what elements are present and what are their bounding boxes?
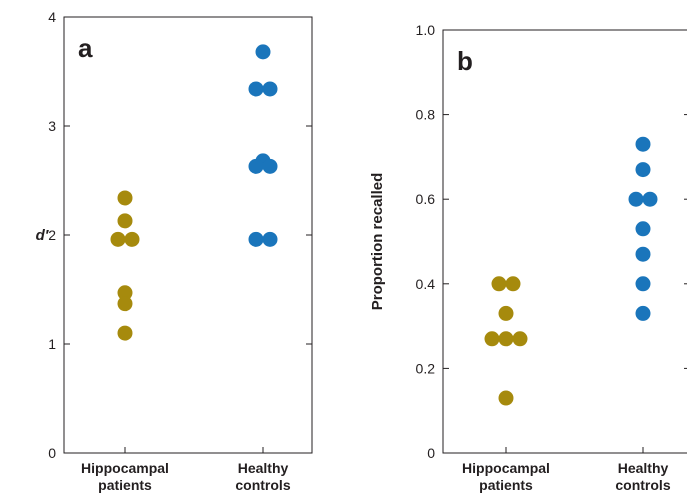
data-point: [635, 162, 651, 178]
data-point: [248, 81, 264, 97]
y-tick-label: 0.6: [416, 191, 436, 207]
data-point: [498, 305, 514, 321]
y-tick-label: 0.8: [416, 107, 436, 123]
category-label: controls: [235, 477, 290, 493]
data-point: [635, 136, 651, 152]
data-point: [117, 190, 133, 206]
data-point: [262, 231, 278, 247]
data-point: [117, 213, 133, 229]
data-point: [117, 325, 133, 341]
y-tick-label: 1.0: [416, 22, 436, 38]
data-point: [110, 231, 126, 247]
category-label: Hippocampal: [81, 460, 169, 476]
data-point: [484, 331, 500, 347]
data-point: [498, 331, 514, 347]
y-tick-label: 4: [48, 9, 56, 25]
data-point: [262, 81, 278, 97]
data-point: [117, 285, 133, 301]
y-tick-label: 0: [48, 445, 56, 461]
data-point: [255, 44, 271, 60]
category-label: patients: [479, 477, 533, 493]
data-point: [635, 221, 651, 237]
y-axis-title: d′: [36, 227, 50, 244]
data-point: [635, 305, 651, 321]
y-tick-label: 2: [48, 227, 56, 243]
y-tick-label: 0.4: [416, 276, 436, 292]
data-point: [512, 331, 528, 347]
data-point: [262, 158, 278, 174]
data-point: [635, 246, 651, 262]
data-point: [248, 231, 264, 247]
y-tick-label: 0.2: [416, 360, 436, 376]
y-tick-label: 3: [48, 118, 56, 134]
y-tick-label: 0: [427, 445, 435, 461]
data-point: [628, 191, 644, 207]
data-point: [498, 390, 514, 406]
category-label: Hippocampal: [462, 460, 550, 476]
data-point: [505, 276, 521, 292]
data-point: [124, 231, 140, 247]
data-point: [248, 158, 264, 174]
category-label: patients: [98, 477, 152, 493]
data-point: [635, 276, 651, 292]
data-point: [491, 276, 507, 292]
category-label: Healthy: [618, 460, 669, 476]
y-axis-title: Proportion recalled: [369, 173, 386, 311]
data-point: [117, 296, 133, 312]
y-tick-label: 1: [48, 336, 56, 352]
category-label: controls: [615, 477, 670, 493]
data-point: [642, 191, 658, 207]
panel-letter: b: [457, 46, 473, 76]
category-label: Healthy: [238, 460, 289, 476]
panel-letter: a: [78, 33, 93, 63]
plot-frame: [442, 29, 687, 454]
